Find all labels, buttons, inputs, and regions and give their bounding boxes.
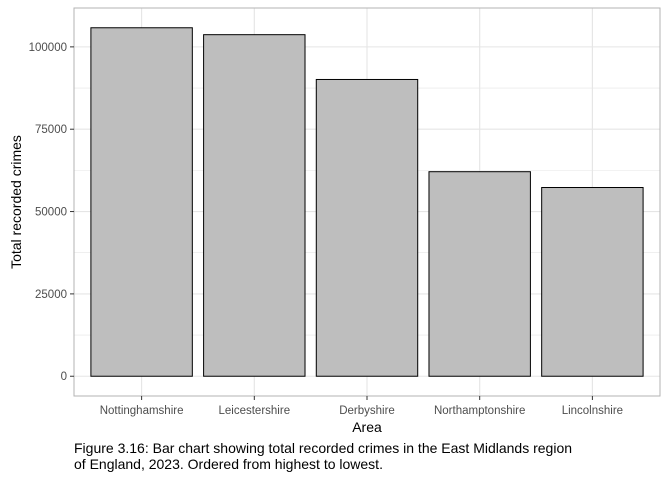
y-tick-label: 50000 — [35, 207, 67, 219]
bar-lincolnshire — [541, 187, 644, 377]
y-tick-label: 0 — [61, 371, 67, 383]
caption-line-1: Figure 3.16: Bar chart showing total rec… — [74, 440, 573, 456]
x-tick-label: Derbyshire — [339, 405, 395, 417]
x-tick-label: Lincolnshire — [562, 405, 623, 417]
caption-line-2: of England, 2023. Ordered from highest t… — [74, 456, 383, 472]
bar-leicestershire — [203, 34, 306, 377]
y-tick-label: 100000 — [29, 42, 67, 54]
bars — [90, 27, 644, 377]
x-tick-label: Leicestershire — [219, 405, 291, 417]
y-axis-ticks: 0 25000 50000 75000 100000 — [29, 42, 74, 383]
bar-northamptonshire — [428, 171, 531, 377]
x-axis-ticks: Nottinghamshire Leicestershire Derbyshire N… — [100, 396, 623, 417]
bar-derbyshire — [315, 78, 419, 377]
bar-chart: 0 25000 50000 75000 100000 Nottinghamshire Le… — [8, 7, 661, 435]
y-axis-title: Total recorded crimes — [8, 135, 24, 269]
y-tick-label: 75000 — [35, 124, 67, 136]
x-tick-label: Nottinghamshire — [100, 405, 184, 417]
x-tick-label: Northamptonshire — [434, 405, 525, 417]
y-tick-label: 25000 — [35, 289, 67, 301]
bar-nottinghamshire — [90, 27, 193, 377]
figure-caption: Figure 3.16: Bar chart showing total rec… — [74, 440, 634, 472]
x-axis-title: Area — [352, 419, 382, 435]
